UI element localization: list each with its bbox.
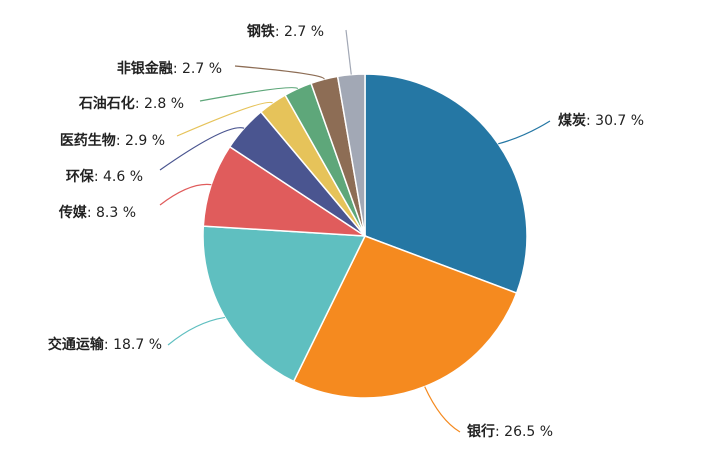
slice-label-value: : 8.3 % [87,205,136,221]
slice-label-value: : 18.7 % [104,337,162,353]
leader-line-4 [159,183,212,206]
slice-label-4: 传媒: 8.3 % [58,204,136,221]
slice-label-name: 钢铁 [247,23,275,40]
slice-label-name: 银行 [467,423,495,440]
pie-labels: 煤炭: 30.7 % 银行: 26.5 % 交通运输: 18.7 % 传媒: 8.3 … [48,23,644,440]
pie-slice-3 [202,225,367,383]
slice-label-value: : 4.6 % [94,169,143,185]
slice-label-1: 煤炭: 30.7 % [558,112,644,129]
leader-line-5 [159,127,245,171]
slice-label-3: 交通运输: 18.7 % [48,336,162,353]
pie-slice-2 [292,235,518,399]
slice-label-name: 传媒 [58,204,88,221]
slice-label-9: 钢铁: 2.7 % [247,23,324,40]
leader-line-8 [234,65,325,80]
slice-label-name: 煤炭 [558,112,586,129]
leader-line-6 [176,101,273,137]
slice-label-8: 非银金融: 2.7 % [117,60,222,77]
slice-label-5: 环保: 4.6 % [66,168,143,185]
slice-label-name: 环保 [66,168,95,185]
slice-label-7: 石油石化: 2.8 % [78,95,184,112]
leader-line-7 [199,87,299,102]
slice-label-name: 非银金融 [117,60,173,77]
slice-label-name: 医药生物 [60,132,116,149]
slice-label-2: 银行: 26.5 % [467,423,553,440]
slice-label-name: 交通运输 [48,336,105,353]
leader-line-2 [424,386,461,433]
leader-line-3 [167,316,226,346]
pie-slice-1 [364,73,528,295]
slice-label-6: 医药生物: 2.9 % [60,132,165,149]
slice-label-value: : 2.7 % [173,61,222,77]
slice-label-value: : 2.9 % [116,133,165,149]
slice-label-value: : 2.8 % [135,96,184,112]
leader-line-1 [498,120,551,145]
pie-leader-lines [159,29,551,433]
pie-slices [202,73,528,399]
slice-label-value: : 2.7 % [275,24,324,40]
slice-label-name: 石油石化 [78,95,135,112]
leader-line-9 [345,29,352,75]
slice-label-value: : 26.5 % [495,424,553,440]
slice-label-value: : 30.7 % [586,113,644,129]
